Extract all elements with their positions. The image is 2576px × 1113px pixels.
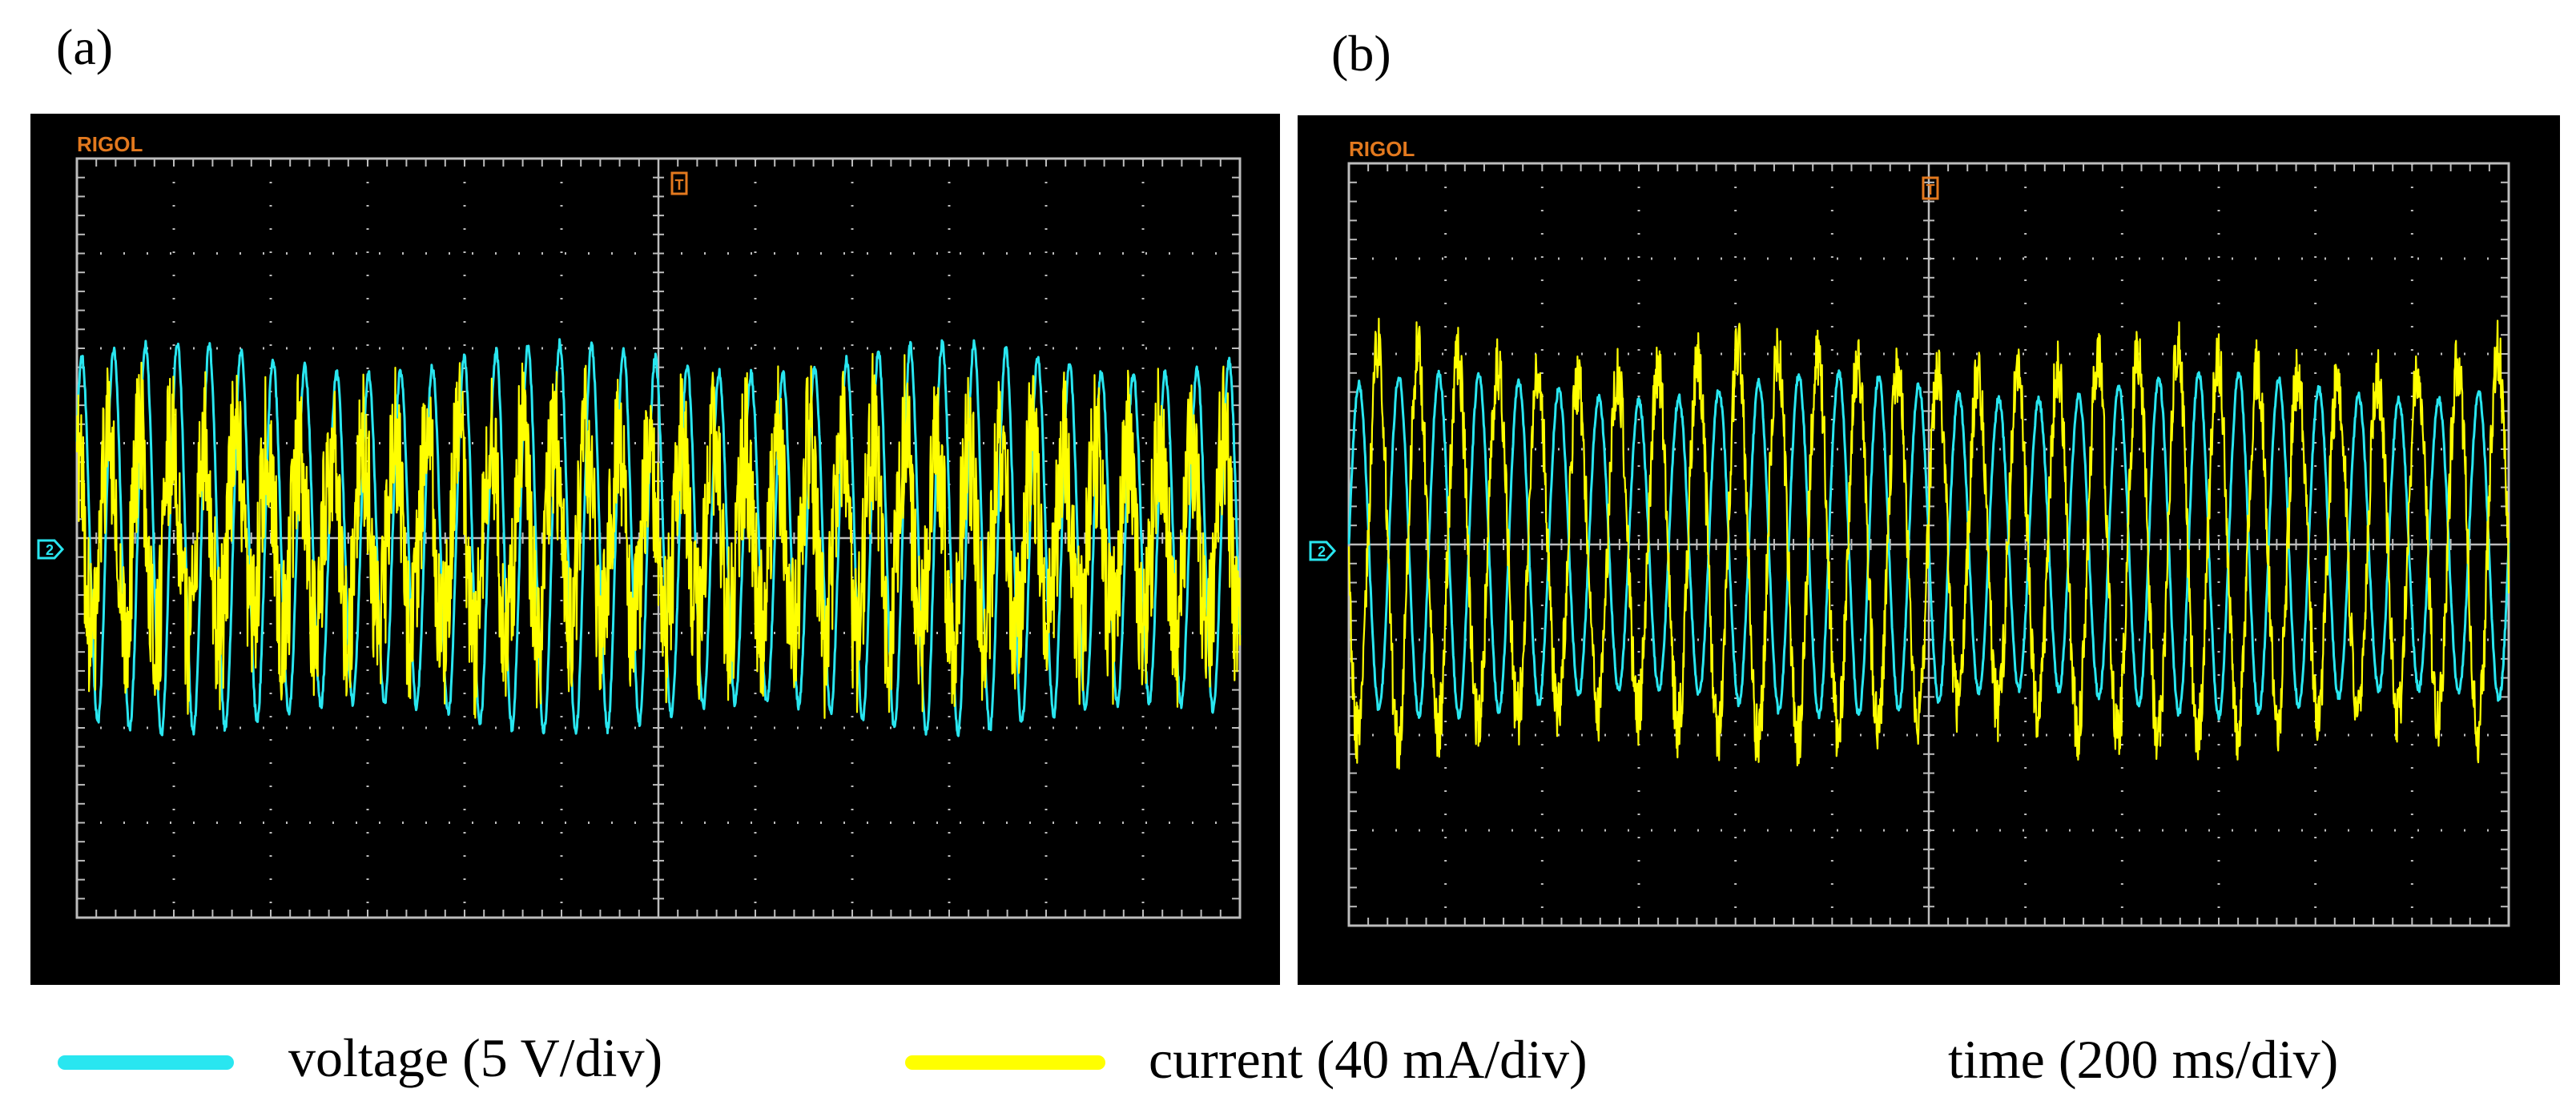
channel-marker-b: 2: [1309, 540, 1337, 561]
oscilloscope-panel-b: RIGOL T 2: [1298, 115, 2560, 985]
voltage-trace-a: [75, 338, 1242, 737]
channel-marker-a: 2: [37, 539, 65, 560]
channel-marker-b-text: 2: [1318, 544, 1326, 560]
legend-voltage-swatch: [58, 1055, 234, 1070]
legend-time-label: time (200 ms/div): [1948, 1029, 2339, 1090]
panel-a-label: (a): [56, 18, 114, 75]
oscilloscope-chart-b: RIGOL T 2: [1309, 137, 2510, 927]
legend-current-label: current (40 mA/div): [1149, 1029, 1588, 1090]
trigger-marker-a: T: [670, 171, 688, 195]
trigger-marker-b: T: [1922, 176, 1939, 200]
current-trace-b: [1347, 317, 2510, 770]
legend-voltage-label: voltage (5 V/div): [288, 1027, 663, 1088]
oscilloscope-chart-a: RIGOL T 2: [37, 132, 1242, 919]
oscilloscope-panel-a: RIGOL T 2: [30, 114, 1280, 985]
rigol-brand-b: RIGOL: [1349, 137, 1415, 161]
channel-marker-a-text: 2: [46, 542, 54, 558]
trigger-marker-a-text: T: [675, 177, 684, 193]
panel-b-label: (b): [1331, 25, 1391, 82]
trigger-marker-b-text: T: [1926, 182, 1935, 198]
current-trace-a: [75, 352, 1242, 719]
legend-current-swatch: [905, 1055, 1105, 1070]
rigol-brand-a: RIGOL: [77, 132, 143, 156]
